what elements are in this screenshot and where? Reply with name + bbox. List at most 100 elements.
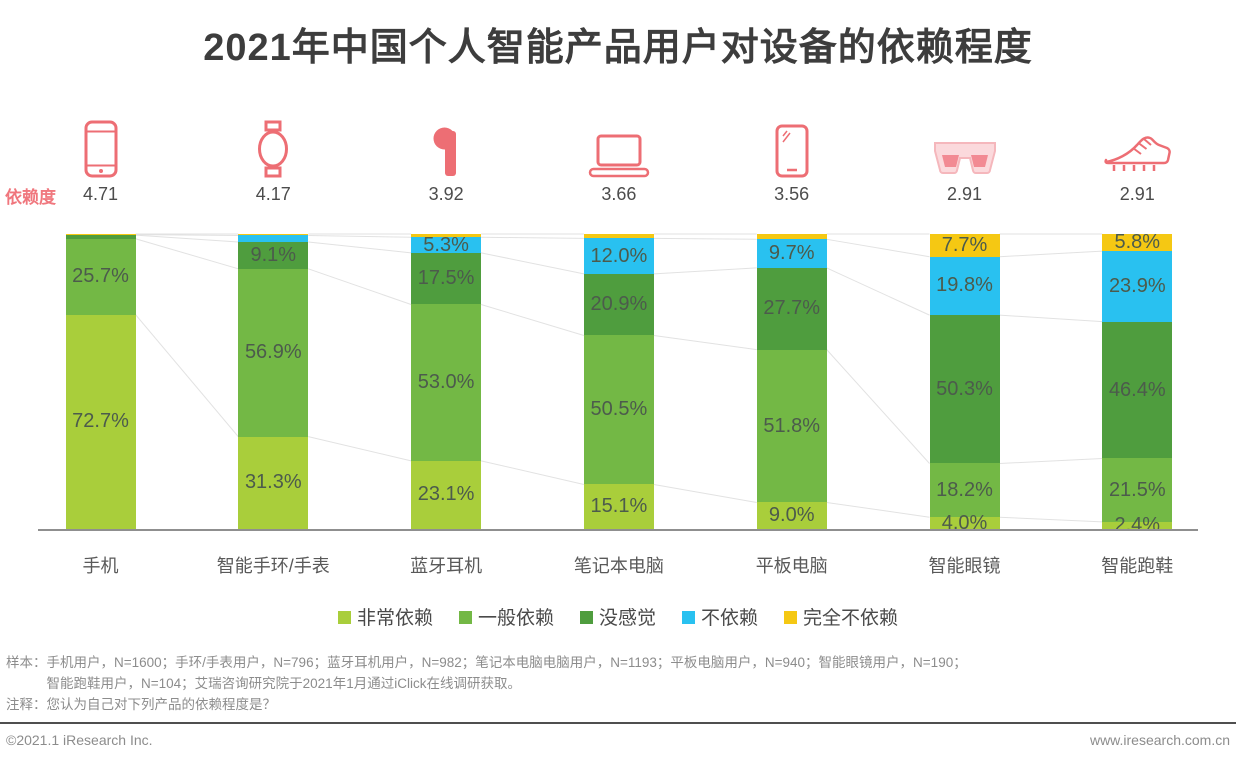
segment-value-label: 15.1% <box>590 495 648 518</box>
legend-label: 一般依赖 <box>477 608 554 629</box>
segment-value-label: 19.8% <box>936 274 993 297</box>
sample-note-line1: 手机用户，N=1600；手环/手表用户，N=796；蓝牙耳机用户，N=982；笔… <box>46 655 967 670</box>
bar-segment: 5.8% <box>1102 231 1173 254</box>
dependency-score-value: 3.66 <box>601 184 637 204</box>
segment-value-label: 27.7% <box>763 297 821 320</box>
sample-note-line2: 智能跑鞋用户，N=104；艾瑞咨询研究院于2021年1月通过iClick在线调研… <box>46 675 521 691</box>
bar-segment: 19.8% <box>929 256 1000 316</box>
bar-segment: 53.0% <box>411 304 482 461</box>
category-label: 智能眼镜 <box>928 556 1001 576</box>
segment-value-label: 50.3% <box>936 377 993 400</box>
bar-segment <box>756 234 827 240</box>
segment-value-label: 12.0% <box>590 244 648 267</box>
dependency-score-value: 3.56 <box>774 184 810 204</box>
segment-value-label: 5.8% <box>1114 231 1161 254</box>
sample-note-label: 样本： <box>6 655 47 670</box>
legend-label: 非常依赖 <box>356 608 433 629</box>
bar-segment: 21.5% <box>1102 458 1173 522</box>
segment-value-label: 46.4% <box>1108 378 1166 401</box>
segment-value-label: 18.2% <box>936 478 993 501</box>
stacked-bar: 25.7% 72.7% <box>65 234 136 529</box>
bar-segment <box>238 235 309 242</box>
x-axis-line <box>38 529 1198 531</box>
segment-value-label: 7.7% <box>941 233 988 256</box>
segment-value-label: 50.5% <box>590 398 648 421</box>
bar-segment: 9.0% <box>756 502 827 529</box>
bar-segment <box>238 234 309 236</box>
segment-value-label: 56.9% <box>244 341 302 364</box>
segment-value-label: 9.1% <box>250 243 297 266</box>
tablet-icon <box>757 112 827 178</box>
stacked-bar: 9.7% 27.7% 51.8% 9.0% <box>756 234 827 529</box>
segment-value-label: 2.4% <box>1114 513 1161 536</box>
segment-value-label: 21.5% <box>1108 478 1166 501</box>
smartwatch-icon <box>238 112 308 178</box>
legend-label: 不依赖 <box>701 608 759 629</box>
phone-icon <box>66 112 136 178</box>
legend-swatch <box>458 611 472 624</box>
bar-segment: 5.3% <box>411 234 482 256</box>
legend-swatch <box>682 611 695 624</box>
dependency-score-value: 2.91 <box>946 184 983 204</box>
stacked-bar: 5.3% 17.5% 53.0% 23.1% <box>411 234 482 529</box>
legend-label: 完全不依赖 <box>803 608 899 629</box>
bar-segment: 9.7% <box>756 239 827 268</box>
legend-swatch <box>579 611 593 624</box>
legend-item: 一般依赖 <box>458 603 554 630</box>
bar-segment: 23.9% <box>1102 251 1173 322</box>
bar-segment <box>65 234 136 235</box>
legend-label: 没感觉 <box>598 608 656 629</box>
bar-segment: 56.9% <box>238 268 309 437</box>
segment-value-label: 5.3% <box>423 233 469 256</box>
earbud-icon <box>411 112 481 178</box>
legend-item: 不依赖 <box>682 603 758 630</box>
dependency-score-value: 4.17 <box>255 184 291 204</box>
bar-segment: 17.5% <box>411 252 482 305</box>
segment-value-label: 23.9% <box>1108 274 1166 297</box>
bar-segment: 7.7% <box>929 233 1000 257</box>
segment-value-label: 17.5% <box>417 267 475 290</box>
dependency-score-value: 4.71 <box>82 184 119 204</box>
segment-value-label: 31.3% <box>244 471 302 494</box>
sample-note-text: 手机用户，N=1600；手环/手表用户，N=796；蓝牙耳机用户，N=982；笔… <box>47 653 967 695</box>
bar-segment: 18.2% <box>929 463 1000 518</box>
category-label: 笔记本电脑 <box>573 556 664 576</box>
bar-segment: 27.7% <box>756 267 827 350</box>
bar-segment: 46.4% <box>1102 321 1173 459</box>
bar-segment: 72.7% <box>65 314 136 529</box>
category-label: 智能手环/手表 <box>216 556 330 576</box>
bar-segment: 15.1% <box>583 484 654 529</box>
bar-segment: 50.5% <box>583 335 654 485</box>
segment-value-label: 20.9% <box>590 293 648 316</box>
question-note-label: 注释： <box>6 696 47 712</box>
footnotes: 样本： 手机用户，N=1600；手环/手表用户，N=796；蓝牙耳机用户，N=9… <box>6 653 1230 716</box>
segment-value-label: 9.0% <box>768 504 815 527</box>
stacked-bar: 5.8% 23.9% 46.4% 21.5% 2.4% <box>1102 231 1173 536</box>
segment-value-label: 25.7% <box>72 265 129 288</box>
legend-item: 没感觉 <box>579 603 656 630</box>
category-label: 智能跑鞋 <box>1101 556 1174 576</box>
copyright-text: ©2021.1 iResearch Inc. <box>6 732 153 748</box>
page-title: 2021年中国个人智能产品用户对设备的依赖程度 <box>203 27 1033 69</box>
segment-value-label: 23.1% <box>417 483 475 506</box>
bar-segment: 50.3% <box>929 315 1000 464</box>
category-label: 手机 <box>82 556 119 576</box>
segment-value-label: 51.8% <box>763 414 821 437</box>
question-note-text: 您认为自己对下列产品的依赖程度是？ <box>46 696 277 712</box>
bar-segment: 12.0% <box>583 238 654 274</box>
sample-note-row: 样本： 手机用户，N=1600；手环/手表用户，N=796；蓝牙耳机用户，N=9… <box>6 653 1230 695</box>
bar-segment: 4.0% <box>929 512 1000 534</box>
category-label: 蓝牙耳机 <box>410 556 483 576</box>
footer-bar: ©2021.1 iResearch Inc. www.iresearch.com… <box>6 732 1230 748</box>
segment-value-label: 9.7% <box>768 242 815 265</box>
legend-swatch <box>784 611 798 624</box>
bar-segment <box>65 235 136 239</box>
bar-segment: 31.3% <box>238 436 309 529</box>
legend: 非常依赖 一般依赖 没感觉 不依赖 完全不依赖 <box>0 603 1236 630</box>
laptop-icon <box>584 112 654 178</box>
stacked-bar: 9.1% 56.9% 31.3% <box>238 234 309 529</box>
bar-segment: 25.7% <box>65 238 136 315</box>
